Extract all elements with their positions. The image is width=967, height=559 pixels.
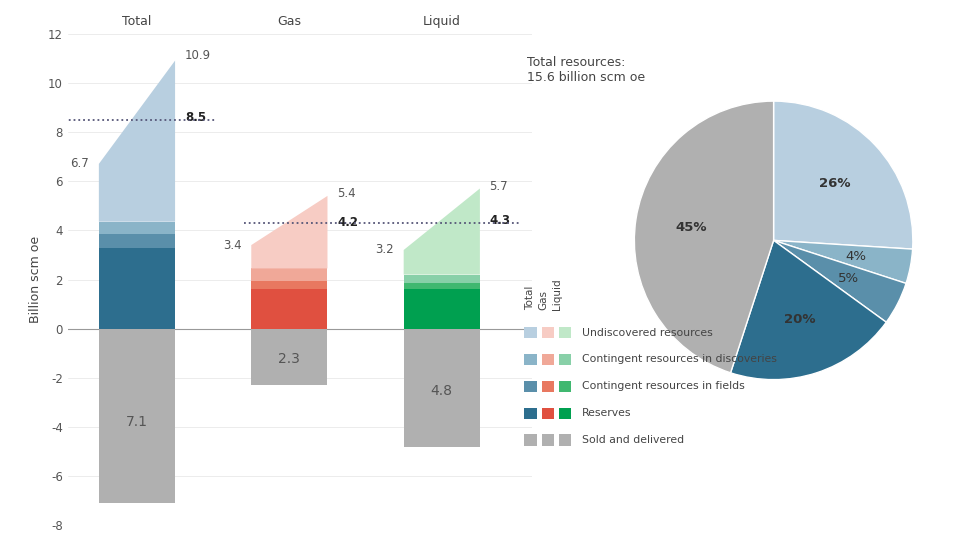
Bar [251,290,328,329]
Text: Contingent resources in fields: Contingent resources in fields [582,381,745,391]
Text: 10.9: 10.9 [185,49,211,62]
Text: Sold and delivered: Sold and delivered [582,435,685,445]
Bar [403,290,480,329]
Y-axis label: Billion scm oe: Billion scm oe [29,236,43,323]
Text: Undiscovered resources: Undiscovered resources [582,328,713,338]
Text: 4.3: 4.3 [489,214,511,227]
Text: 7.1: 7.1 [126,415,148,429]
Text: 5%: 5% [837,272,859,285]
Polygon shape [251,196,328,268]
Wedge shape [634,101,774,373]
Text: Contingent resources in discoveries: Contingent resources in discoveries [582,354,777,364]
Text: Reserves: Reserves [582,408,631,418]
Bar [99,248,175,329]
Text: 8.5: 8.5 [185,111,206,124]
Text: Total: Total [525,286,535,310]
Bar [251,281,328,290]
Text: 4.2: 4.2 [337,216,358,229]
Wedge shape [774,240,913,283]
Bar [99,234,175,248]
Text: 3.4: 3.4 [223,239,242,252]
Bar [403,283,480,290]
Polygon shape [99,60,175,222]
Text: 5.4: 5.4 [337,187,356,200]
Bar [403,329,480,447]
Text: 4%: 4% [845,249,866,263]
Bar [251,329,328,385]
Text: 45%: 45% [675,221,707,234]
Bar [251,268,328,281]
Text: Liquid: Liquid [552,278,562,310]
Text: 26%: 26% [819,177,850,190]
Bar [99,222,175,234]
Text: 4.8: 4.8 [430,385,453,399]
Text: 6.7: 6.7 [71,158,89,170]
Text: Total resources:
15.6 billion scm oe: Total resources: 15.6 billion scm oe [527,56,645,84]
Bar [99,329,175,503]
Text: 3.2: 3.2 [375,244,394,257]
Text: 2.3: 2.3 [278,352,301,367]
Text: 20%: 20% [783,314,815,326]
Text: Gas: Gas [539,290,548,310]
Polygon shape [403,188,480,274]
Wedge shape [731,240,886,380]
Text: 5.7: 5.7 [489,179,509,192]
Wedge shape [774,240,906,322]
Bar [403,274,480,283]
Wedge shape [774,101,913,249]
